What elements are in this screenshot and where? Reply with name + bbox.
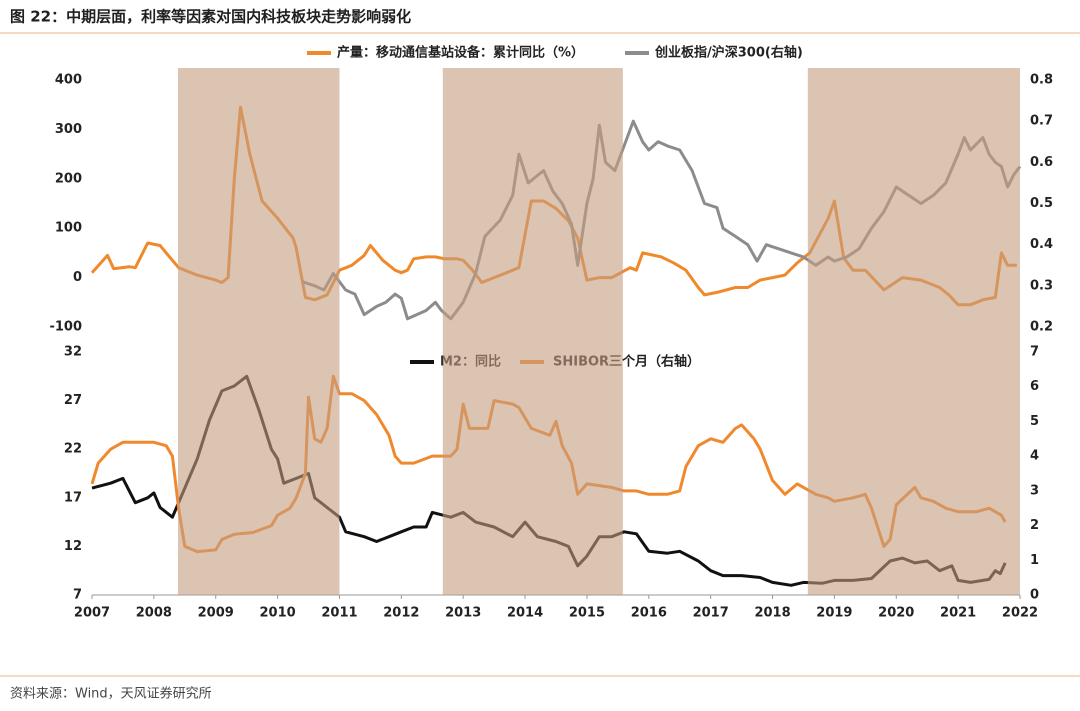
y-tick-label: 27 (64, 393, 82, 408)
x-tick-label: 2016 (631, 606, 667, 621)
source: 资料来源：Wind，天风证券研究所 (10, 686, 212, 702)
y-tick-label: 32 (64, 345, 82, 360)
y2-tick-label: 0.3 (1030, 278, 1053, 293)
y2-tick-label: 3 (1030, 483, 1039, 498)
y2-tick-label: 1 (1030, 553, 1039, 568)
y2-tick-label: 6 (1030, 379, 1039, 394)
x-tick-label: 2012 (383, 606, 419, 621)
y-tick-label: 7 (73, 588, 82, 603)
y-tick-label: 17 (64, 490, 82, 505)
y2-tick-label: 0.8 (1030, 73, 1053, 88)
y-tick-label: 0 (73, 270, 82, 285)
y2-tick-label: 0.6 (1030, 155, 1053, 170)
y2-tick-label: 0.7 (1030, 114, 1053, 129)
x-tick-label: 2019 (816, 606, 852, 621)
y2-tick-label: 2 (1030, 518, 1039, 533)
legend-label: 产量：移动通信基站设备：累计同比（%） (337, 45, 584, 61)
x-tick-label: 2018 (754, 606, 790, 621)
y2-tick-label: 0.4 (1030, 237, 1053, 252)
x-tick-label: 2008 (136, 606, 172, 621)
x-tick-label: 2011 (321, 606, 357, 621)
x-tick-label: 2013 (445, 606, 481, 621)
x-tick-label: 2009 (198, 606, 234, 621)
x-tick-label: 2010 (260, 606, 296, 621)
legend-label: 创业板指/沪深300(右轴) (654, 45, 803, 61)
x-tick-label: 2015 (569, 606, 605, 621)
y2-tick-label: 0.2 (1030, 320, 1053, 335)
y2-tick-label: 0.5 (1030, 196, 1053, 211)
y-tick-label: 100 (55, 221, 82, 236)
y2-tick-label: 5 (1030, 414, 1039, 429)
y-tick-label: 300 (55, 122, 82, 137)
x-tick-label: 2014 (507, 606, 543, 621)
chart-title: 图 22：中期层面，利率等因素对国内科技板块走势影响弱化 (10, 8, 411, 26)
x-tick-label: 2007 (74, 606, 110, 621)
shaded-period (177, 68, 340, 595)
y-tick-label: 12 (64, 539, 82, 554)
y2-tick-label: 4 (1030, 449, 1039, 464)
y-tick-label: -100 (49, 320, 82, 335)
shaded-period (807, 68, 1020, 595)
y-tick-label: 400 (55, 73, 82, 88)
shaded-period (442, 68, 623, 595)
x-tick-label: 2021 (940, 606, 976, 621)
x-tick-label: 2017 (693, 606, 729, 621)
y-tick-label: 200 (55, 171, 82, 186)
y-tick-label: 22 (64, 442, 82, 457)
y2-tick-label: 0 (1030, 588, 1039, 603)
x-tick-label: 2020 (878, 606, 914, 621)
y2-tick-label: 7 (1030, 345, 1039, 360)
x-tick-label: 2022 (1002, 606, 1038, 621)
